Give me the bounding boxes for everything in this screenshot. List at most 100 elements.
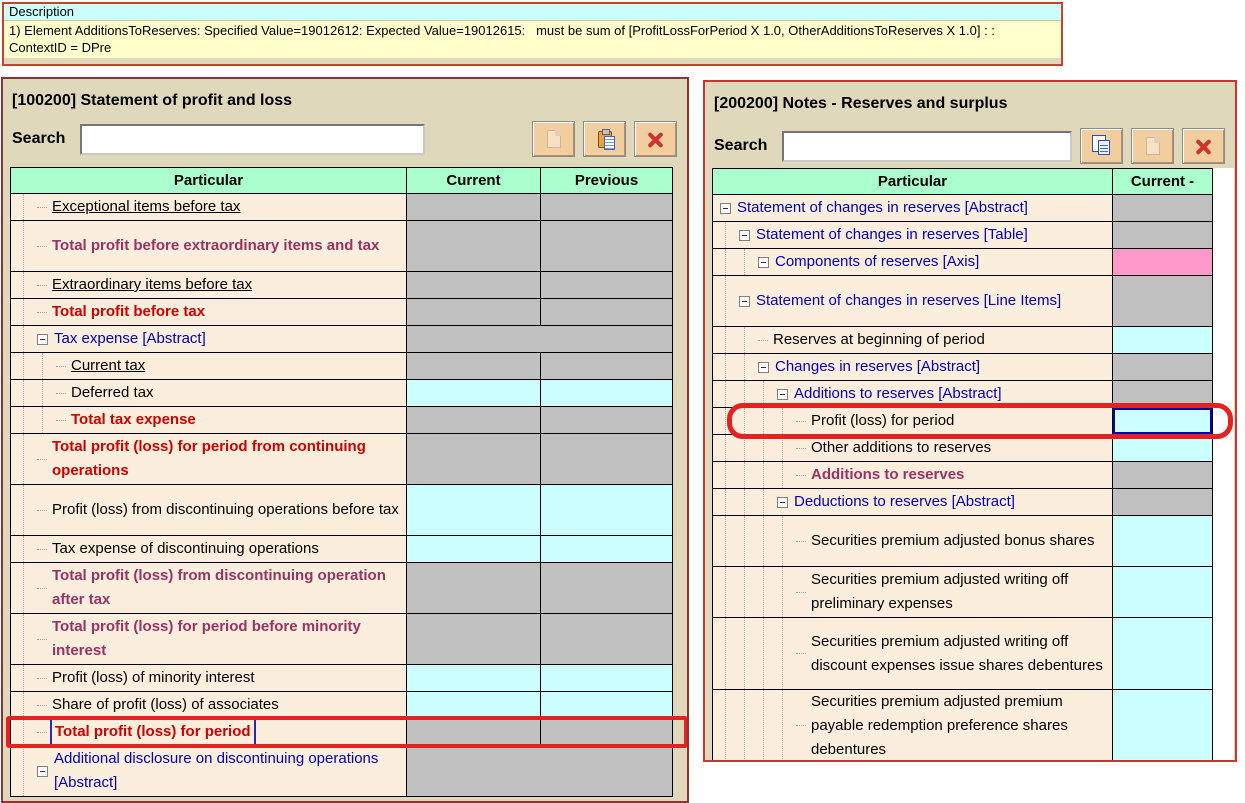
row-label-cell[interactable]: Total profit (loss) for period from cont… [11, 434, 407, 484]
value-cell[interactable] [1113, 462, 1213, 488]
value-cell[interactable] [541, 692, 673, 718]
collapse-icon[interactable] [37, 333, 48, 345]
value-cell[interactable] [407, 536, 541, 562]
copy-button[interactable] [532, 121, 575, 157]
value-cell[interactable] [541, 665, 673, 691]
value-cell[interactable] [407, 434, 541, 484]
value-cell[interactable] [407, 299, 541, 325]
value-cell[interactable] [541, 536, 673, 562]
value-cell[interactable] [407, 614, 541, 664]
row-label-cell[interactable]: Reserves at beginning of period [713, 327, 1113, 353]
row-label-cell[interactable]: Statement of changes in reserves [Line I… [713, 276, 1113, 326]
row-label-cell[interactable]: Statement of changes in reserves [Abstra… [713, 195, 1113, 221]
collapse-icon[interactable] [777, 496, 788, 508]
row-label-cell[interactable]: Exceptional items before tax [11, 194, 407, 220]
collapse-icon[interactable] [739, 295, 750, 307]
row-label-cell[interactable]: Total profit (loss) from discontinuing o… [11, 563, 407, 613]
row-label-cell[interactable]: Components of reserves [Axis] [713, 249, 1113, 275]
row-label-cell[interactable]: Deferred tax [11, 380, 407, 406]
row-label-cell[interactable]: Total profit before tax [11, 299, 407, 325]
value-cell[interactable] [541, 299, 673, 325]
search-input[interactable] [782, 130, 1072, 162]
row-label-cell[interactable]: Extraordinary items before tax [11, 272, 407, 298]
delete-button[interactable] [1182, 128, 1225, 164]
value-cell[interactable] [541, 380, 673, 406]
value-cell[interactable] [1113, 516, 1213, 566]
value-cell[interactable] [1113, 222, 1213, 248]
row-label-cell[interactable]: Statement of changes in reserves [Table] [713, 222, 1113, 248]
row-label-cell[interactable]: Total profit (loss) for period [11, 719, 407, 745]
value-cell[interactable] [541, 194, 673, 220]
value-cell[interactable] [1113, 276, 1213, 326]
row-label-cell[interactable]: Total profit (loss) for period before mi… [11, 614, 407, 664]
value-cell[interactable] [407, 194, 541, 220]
row-label-cell[interactable]: Profit (loss) of minority interest [11, 665, 407, 691]
value-cell[interactable] [407, 272, 541, 298]
row-label-cell[interactable]: Total profit before extraordinary items … [11, 221, 407, 271]
row-label-cell[interactable]: Additional disclosure on discontinuing o… [11, 746, 407, 796]
copy-button[interactable] [1080, 128, 1123, 164]
row-label-cell[interactable]: Tax expense [Abstract] [11, 326, 407, 352]
row-label-cell[interactable]: Changes in reserves [Abstract] [713, 354, 1113, 380]
row-label-cell[interactable]: Share of profit (loss) of associates [11, 692, 407, 718]
value-cell[interactable] [1113, 690, 1213, 760]
value-cell[interactable] [541, 353, 673, 379]
value-cell[interactable] [407, 665, 541, 691]
value-cell[interactable] [541, 614, 673, 664]
value-cell[interactable] [541, 485, 673, 535]
value-cell[interactable] [1113, 567, 1213, 617]
value-cell[interactable] [541, 434, 673, 484]
value-cell[interactable] [407, 719, 541, 745]
collapse-icon[interactable] [777, 388, 788, 400]
paste-button[interactable] [1131, 128, 1174, 164]
value-cell[interactable] [1113, 354, 1213, 380]
delete-button[interactable] [634, 121, 677, 157]
value-cell[interactable] [1113, 489, 1213, 515]
collapse-icon[interactable] [37, 765, 48, 777]
value-cell[interactable] [1113, 381, 1213, 407]
value-cell[interactable] [1113, 249, 1213, 275]
row-label-cell[interactable]: Securities premium adjusted bonus shares [713, 516, 1113, 566]
row-label-cell[interactable]: Additions to reserves [Abstract] [713, 381, 1113, 407]
value-cell[interactable] [407, 746, 673, 796]
row-label-cell[interactable]: Total tax expense [11, 407, 407, 433]
row-label-cell[interactable]: Profit (loss) for period [713, 408, 1113, 434]
tree-guide [782, 567, 795, 617]
paste-button[interactable] [583, 121, 626, 157]
row-label-cell[interactable]: Securities premium adjusted writing off … [713, 567, 1113, 617]
row-label-cell[interactable]: Additions to reserves [713, 462, 1113, 488]
row-label-cell[interactable]: Deductions to reserves [Abstract] [713, 489, 1113, 515]
value-cell[interactable] [407, 563, 541, 613]
panel-title: [200200] Notes - Reserves and surplus [714, 95, 1008, 112]
search-input[interactable] [80, 123, 426, 155]
value-cell[interactable] [407, 485, 541, 535]
row-label-cell[interactable]: Securities premium adjusted premium paya… [713, 690, 1113, 760]
row-label-cell[interactable]: Current tax [11, 353, 407, 379]
value-cell[interactable] [407, 692, 541, 718]
value-cell[interactable] [541, 407, 673, 433]
value-cell[interactable] [1113, 408, 1213, 434]
value-cell[interactable] [407, 380, 541, 406]
collapse-icon[interactable] [720, 202, 731, 214]
value-cell[interactable] [1113, 435, 1213, 461]
value-cell[interactable] [1113, 618, 1213, 689]
tree-guide [725, 381, 738, 407]
row-label-cell[interactable]: Other additions to reserves [713, 435, 1113, 461]
tree-guide [744, 354, 757, 380]
value-cell[interactable] [541, 719, 673, 745]
row-label-cell[interactable]: Securities premium adjusted writing off … [713, 618, 1113, 689]
value-cell[interactable] [541, 563, 673, 613]
collapse-icon[interactable] [758, 256, 769, 268]
value-cell[interactable] [1113, 327, 1213, 353]
value-cell[interactable] [407, 353, 541, 379]
value-cell[interactable] [1113, 195, 1213, 221]
collapse-icon[interactable] [739, 229, 750, 241]
row-label-cell[interactable]: Tax expense of discontinuing operations [11, 536, 407, 562]
row-label-cell[interactable]: Profit (loss) from discontinuing operati… [11, 485, 407, 535]
value-cell[interactable] [541, 221, 673, 271]
collapse-icon[interactable] [758, 361, 769, 373]
value-cell[interactable] [407, 221, 541, 271]
value-cell[interactable] [541, 272, 673, 298]
value-cell[interactable] [407, 326, 673, 352]
value-cell[interactable] [407, 407, 541, 433]
